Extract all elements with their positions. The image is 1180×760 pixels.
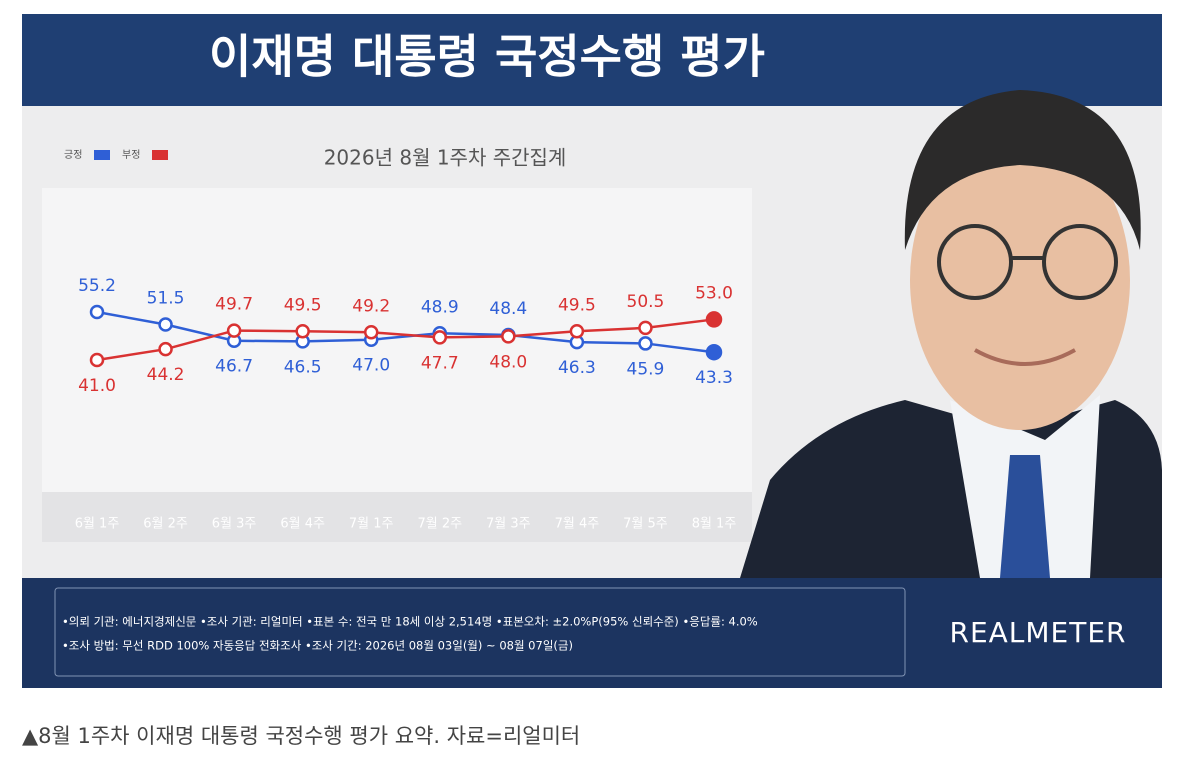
data-label: 50.5 [627,292,665,312]
legend-swatch [152,150,168,160]
portrait [740,90,1162,578]
marker [501,329,516,344]
x-tick-label: 7월 2주 [417,517,462,532]
x-tick-label: 6월 1주 [75,517,120,532]
x-tick-label: 7월 3주 [486,517,531,532]
data-label: 44.2 [147,365,185,385]
glasses [1042,224,1118,300]
x-tick-label: 7월 1주 [349,517,394,532]
data-label: 53.0 [695,283,733,303]
data-label: 45.9 [627,359,665,379]
marker [158,341,173,357]
marker [295,324,310,339]
data-label: 55.2 [78,276,116,296]
notes-box [54,587,906,677]
marker [158,317,173,332]
x-tick-label: 6월 3주 [212,517,257,532]
marker [638,336,653,351]
data-label: 49.2 [352,296,390,316]
legend-label: 긍정 [64,149,82,161]
data-label: 48.0 [489,352,527,372]
mouth [974,348,1076,366]
marker [569,324,585,339]
data-label: 51.5 [147,289,185,309]
data-label: 43.3 [695,368,733,388]
marker [363,325,379,340]
data-label: 49.5 [558,295,596,315]
plot-area [42,188,752,492]
data-label: 46.5 [284,357,322,377]
data-label: 47.0 [352,356,390,376]
face [910,130,1130,430]
data-label: 49.7 [215,295,253,315]
data-label: 46.3 [558,358,596,378]
chart-title: 이재명 대통령 국정수행 평가 [209,30,765,84]
marker [432,330,448,345]
data-label: 49.5 [284,295,322,315]
hair [904,90,1141,250]
legend-label: 부정 [122,149,140,161]
x-tick-label: 6월 2주 [143,517,188,532]
data-label: 48.9 [421,297,459,317]
footer-band [22,578,1162,688]
marker [226,323,242,338]
footer-note: •조사 방법: 무선 RDD 100% 자동응답 전화조사 •조사 기간: 20… [62,639,573,653]
header-band [22,14,1162,106]
series-line [96,318,715,362]
marker [89,352,105,368]
marker [705,343,723,361]
data-label: 47.7 [421,353,459,373]
chart-subtitle: 2026년 8월 1주차 주간집계 [324,146,567,170]
footer-note: •의뢰 기관: 에너지경제신문 •조사 기관: 리얼미터 •표본 수: 전국 만… [62,615,758,629]
data-label: 48.4 [489,299,527,319]
glasses [937,224,1013,300]
legend-swatch [94,150,110,160]
marker [89,304,105,320]
marker [638,320,653,336]
caption: ▲8월 1주차 이재명 대통령 국정수행 평가 요약. 자료=리얼미터 [22,724,580,748]
category-band [42,492,752,542]
data-label: 46.7 [215,357,253,377]
marker [705,311,723,328]
x-tick-label: 7월 4주 [555,517,600,532]
tie [1000,455,1050,578]
logo: REALMETER [950,616,1127,649]
x-tick-label: 8월 1주 [692,517,737,532]
series-line [96,310,715,354]
data-label: 41.0 [78,376,116,396]
x-tick-label: 7월 5주 [623,517,668,532]
x-tick-label: 6월 4주 [280,517,325,532]
